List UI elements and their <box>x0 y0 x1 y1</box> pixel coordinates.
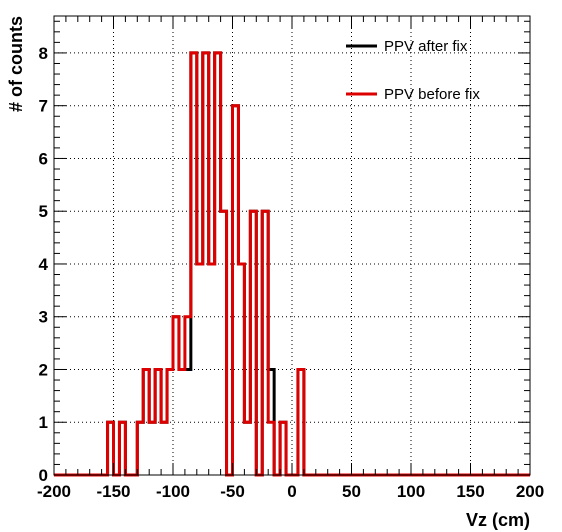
y-axis-title: # of counts <box>6 16 26 112</box>
x-axis-title: Vz (cm) <box>466 510 530 530</box>
x-tick-label: -50 <box>220 482 245 501</box>
y-tick-label: 5 <box>39 202 48 221</box>
axis-ticks: -200 -150 -100 -50 0 50 100 150 200 0 1 2 3 4 5 6 7 8 <box>37 16 544 501</box>
x-tick-label: 100 <box>397 482 425 501</box>
x-tick-label: 50 <box>342 482 361 501</box>
y-tick-label: 2 <box>39 360 48 379</box>
y-tick-label: 0 <box>39 466 48 485</box>
legend: PPV after fix PPV before fix <box>346 38 480 103</box>
y-tick-label: 1 <box>39 413 48 432</box>
y-tick-label: 4 <box>39 255 49 274</box>
x-tick-label: 150 <box>456 482 484 501</box>
legend-label-after-fix: PPV after fix <box>384 38 468 55</box>
x-tick-label: 0 <box>287 482 296 501</box>
x-tick-label: -200 <box>37 482 71 501</box>
legend-label-before-fix: PPV before fix <box>384 86 480 103</box>
x-tick-label: -100 <box>156 482 190 501</box>
x-tick-label: 200 <box>516 482 544 501</box>
y-tick-label: 6 <box>39 149 48 168</box>
y-tick-label: 3 <box>39 308 48 327</box>
y-tick-label: 7 <box>39 97 48 116</box>
y-tick-label: 8 <box>39 44 48 63</box>
x-tick-label: -150 <box>96 482 130 501</box>
